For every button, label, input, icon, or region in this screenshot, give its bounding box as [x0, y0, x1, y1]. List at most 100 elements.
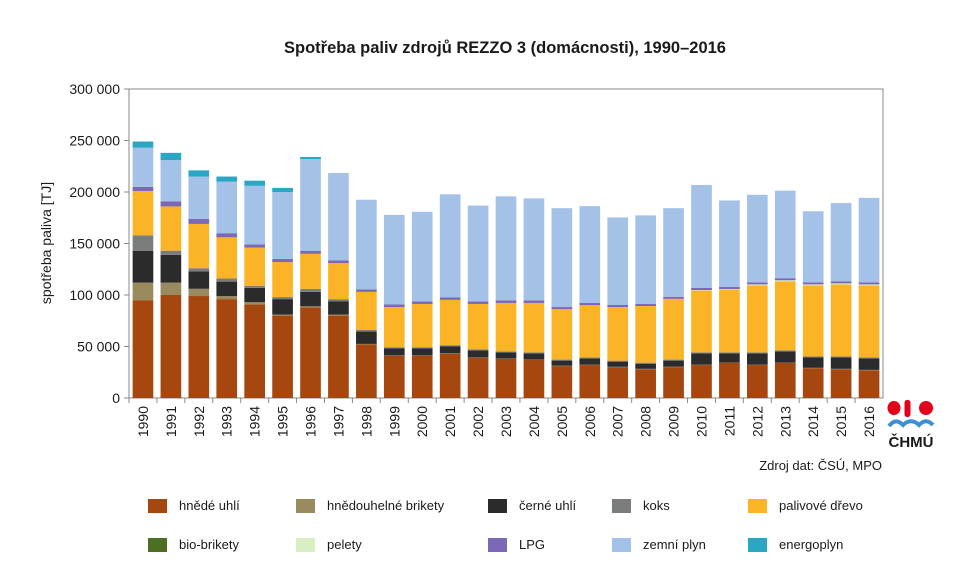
bar-segment [858, 370, 880, 398]
bar-segment [188, 296, 210, 398]
bar-segment [356, 199, 377, 290]
bar-segment [607, 304, 629, 308]
bar-segment [216, 176, 238, 182]
x-tick-label: 1990 [135, 406, 151, 437]
x-tick-label: 2012 [749, 406, 765, 437]
bar-segment [774, 351, 796, 363]
bar-segment [858, 282, 880, 285]
bar-segment [607, 307, 629, 361]
bar-segment [244, 304, 265, 398]
bar-stack-2005 [551, 208, 573, 398]
bar-segment [719, 289, 740, 353]
bar-segment [747, 284, 768, 286]
x-tick-label: 2004 [526, 406, 542, 437]
bar-stack-2011 [719, 200, 740, 398]
bar-segment [858, 197, 880, 283]
bar-segment [635, 363, 656, 369]
y-tick-label: 150 000 [69, 236, 120, 252]
bar-segment [160, 282, 182, 295]
bar-stack-2012 [747, 194, 768, 398]
bar-segment [774, 190, 796, 279]
bar-stack-2016 [858, 197, 880, 398]
bar-stack-2006 [579, 206, 601, 398]
bar-segment [411, 348, 433, 356]
bar-segment [551, 307, 573, 310]
bar-stack-1992 [188, 170, 210, 398]
x-tick-label: 2014 [805, 406, 821, 437]
x-tick-label: 2011 [721, 406, 737, 436]
bar-segment [802, 356, 824, 358]
bar-segment [747, 365, 768, 398]
bar-segment [663, 298, 684, 360]
bar-segment [244, 285, 265, 288]
bar-stack-2001 [439, 194, 461, 398]
bar-segment [244, 302, 265, 305]
bar-segment [383, 307, 405, 348]
bar-segment [663, 359, 684, 361]
bar-segment [579, 206, 601, 303]
bar-segment [579, 302, 601, 305]
bar-segment [774, 281, 796, 351]
bar-segment [579, 357, 601, 359]
bar-segment [830, 357, 852, 369]
bar-segment [328, 263, 349, 300]
bar-segment [467, 303, 489, 350]
bar-segment [691, 290, 712, 291]
bar-segment [244, 180, 265, 186]
bar-segment [328, 315, 349, 398]
bar-segment [411, 211, 433, 302]
bar-segment [523, 300, 545, 303]
bar-segment [383, 355, 405, 398]
bar-stack-2010 [691, 185, 712, 398]
bar-segment [691, 185, 712, 288]
bar-segment [774, 362, 796, 398]
x-axis-ticks: 1990 1991 1992 1993 1994 1995 1996 1997 1998 1999… [128, 398, 877, 437]
bar-segment [802, 368, 824, 398]
bar-segment [495, 196, 517, 301]
bar-segment [691, 365, 712, 398]
bar-segment [216, 237, 238, 279]
bar-segment [411, 347, 433, 349]
x-tick-label: 1998 [358, 406, 374, 437]
bar-segment [467, 357, 489, 398]
x-tick-label: 1991 [163, 406, 179, 437]
bar-segment [272, 314, 293, 316]
bar-segment [663, 360, 684, 367]
bar-segment [216, 278, 238, 282]
x-tick-label: 2005 [554, 406, 570, 437]
bar-segment [691, 288, 712, 291]
bar-stack-1999 [383, 214, 405, 398]
bar-segment [858, 284, 880, 286]
bar-segment [383, 214, 405, 305]
bar-segment [523, 198, 545, 301]
chart-title: Spotřeba paliv zdrojů REZZO 3 (domácnost… [284, 39, 726, 57]
bar-segment [495, 300, 517, 303]
bar-segment [300, 307, 321, 398]
bar-segment [188, 176, 210, 219]
x-tick-label: 2003 [498, 406, 514, 437]
bar-segment [774, 350, 796, 352]
bar-segment [607, 217, 629, 305]
bar-segment [188, 268, 210, 272]
bar-segment [244, 287, 265, 303]
bar-segment [439, 345, 461, 347]
bar-segment [747, 282, 768, 285]
bar-segment [328, 172, 349, 261]
bar-segment [300, 253, 321, 289]
bar-stack-2002 [467, 205, 489, 398]
bar-segment [802, 285, 824, 357]
bar-segment [635, 362, 656, 364]
bar-stack-2003 [495, 196, 517, 398]
bar-segment [691, 352, 712, 354]
bar-segment [467, 205, 489, 302]
bar-segment [439, 299, 461, 346]
bar-segment [188, 271, 210, 289]
x-tick-label: 2007 [610, 406, 626, 437]
bar-segment [439, 346, 461, 354]
bar-stack-1994 [244, 180, 265, 398]
bar-segment [160, 160, 182, 202]
bar-segment [216, 233, 238, 238]
y-tick-label: 200 000 [69, 184, 120, 200]
bar-segment [356, 330, 377, 332]
bar-segment [830, 283, 852, 285]
